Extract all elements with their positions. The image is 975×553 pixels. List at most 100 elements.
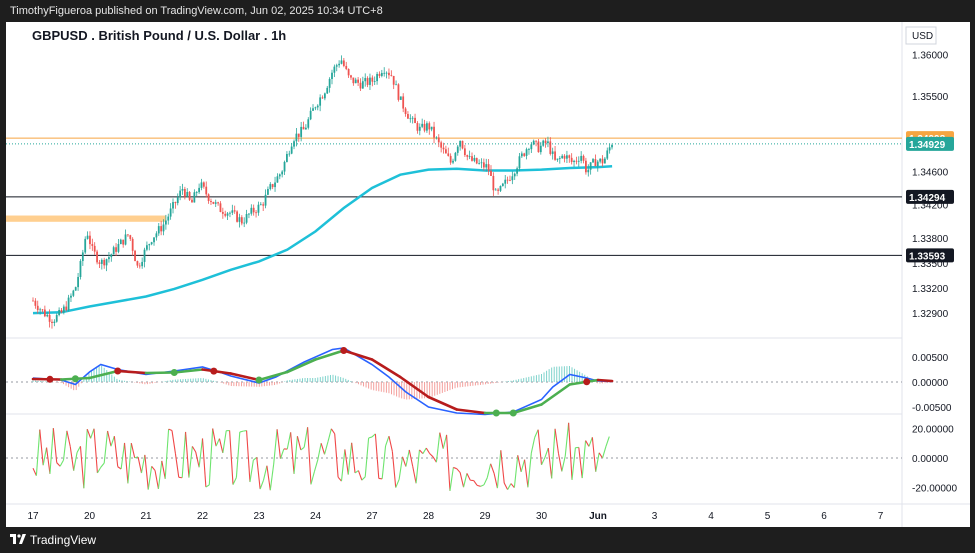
oscillator-segment xyxy=(144,454,149,490)
candle-body xyxy=(143,249,146,262)
oscillator-segment xyxy=(564,422,570,457)
candle-body xyxy=(547,141,549,144)
chart-panel[interactable]: 1.36000 1.35500 1.34600 1.34200 1.33800 1.335… xyxy=(6,22,970,527)
signal-line-segment xyxy=(314,349,346,361)
oscillator-segment xyxy=(605,436,610,447)
signal-line-segment xyxy=(116,369,148,375)
candle-body xyxy=(594,159,597,167)
time-tick-label: 24 xyxy=(310,511,322,522)
candle-body xyxy=(468,156,471,158)
candle-body xyxy=(117,244,120,252)
oscillator-segment xyxy=(500,450,505,484)
oscillator-segment xyxy=(344,449,349,475)
candle-body xyxy=(390,75,393,76)
oscillator-segment xyxy=(290,432,295,474)
candle-body xyxy=(240,217,243,224)
candle-body xyxy=(599,158,602,162)
candle-body xyxy=(523,153,526,156)
oscillator-segment xyxy=(313,459,319,472)
candle-body xyxy=(243,222,246,224)
price-chart[interactable]: 1.36000 1.35500 1.34600 1.34200 1.33800 1.335… xyxy=(6,22,970,527)
candle-body xyxy=(86,235,89,239)
candle-body xyxy=(188,191,191,200)
candle-body xyxy=(134,250,136,262)
oscillator-segment xyxy=(262,465,268,481)
candle-body xyxy=(542,140,545,146)
candle-body xyxy=(423,123,426,131)
candle-body xyxy=(32,300,34,302)
oscillator-segment xyxy=(157,460,163,489)
oscillator-segment xyxy=(62,430,68,461)
candle-body xyxy=(585,160,587,173)
oscillator-segment xyxy=(425,447,431,454)
candle-body xyxy=(236,211,238,222)
moving-average xyxy=(32,165,613,315)
price-axis[interactable]: 1.36000 1.35500 1.34600 1.34200 1.33800 1.335… xyxy=(906,51,957,495)
oscillator-segment xyxy=(276,429,282,459)
oscillator-segment xyxy=(235,432,241,478)
candle-body xyxy=(39,309,42,311)
oscillator-segment xyxy=(120,442,126,470)
candle-body xyxy=(110,254,113,258)
candle-body xyxy=(157,226,160,234)
tradingview-brand[interactable]: TradingView xyxy=(30,533,97,547)
candle-body xyxy=(416,123,419,131)
candle-body xyxy=(518,156,521,169)
candle-body xyxy=(100,259,103,264)
oscillator-segment xyxy=(432,456,437,463)
oscillator-segment xyxy=(35,429,41,476)
candle-body xyxy=(312,108,314,111)
candle-body xyxy=(79,261,82,277)
candle-body xyxy=(568,155,571,158)
candle-body xyxy=(162,224,165,232)
oscillator-segment xyxy=(239,430,244,433)
candle-body xyxy=(563,155,566,159)
oscillator-segment xyxy=(243,430,247,432)
candle-body xyxy=(454,152,457,161)
cross-down-dot xyxy=(583,378,591,386)
time-tick-label: 7 xyxy=(878,511,884,522)
oscillator-segment xyxy=(510,483,515,488)
candle-body xyxy=(300,126,303,137)
oscillator-segment xyxy=(476,484,481,487)
cross-down-dot xyxy=(46,375,54,383)
oscillator-segment xyxy=(381,445,387,479)
oscillator-segment xyxy=(130,443,136,458)
oscillator-segment xyxy=(585,440,590,447)
signal-line-segment xyxy=(342,349,374,361)
candle-body xyxy=(435,137,438,139)
candle-body xyxy=(74,287,77,291)
candle-body xyxy=(153,237,155,243)
candle-body xyxy=(290,146,293,154)
price-tick-label: 1.34600 xyxy=(912,167,949,178)
oscillator-segment xyxy=(293,436,298,474)
candle-body xyxy=(570,157,573,163)
candle-body xyxy=(316,105,319,108)
candle-body xyxy=(288,153,291,155)
candle-body xyxy=(183,189,186,197)
time-axis[interactable]: 17 20 21 22 23 24 27 28 29 30 Jun 3 4 5 6 7 xyxy=(27,511,883,522)
oscillator-segment xyxy=(453,466,457,470)
oscillator-segment xyxy=(442,434,448,449)
oscillator-segment xyxy=(412,466,417,484)
oscillator-segment xyxy=(439,432,444,449)
macd-line xyxy=(32,347,613,416)
currency-box[interactable] xyxy=(905,26,937,45)
oscillator-segment xyxy=(123,442,129,484)
candle-body xyxy=(371,77,374,82)
oscillator-segment xyxy=(490,463,495,474)
oscillator-segment xyxy=(588,437,593,447)
macd-pane xyxy=(6,347,902,417)
candle-body xyxy=(283,161,286,172)
macd-tick-label: 0.00000 xyxy=(912,378,949,389)
candle-body xyxy=(347,68,350,76)
oscillator-segment xyxy=(56,462,61,467)
candle-body xyxy=(229,212,231,214)
candle-body xyxy=(395,84,397,86)
oscillator-segment xyxy=(52,428,58,463)
candle-body xyxy=(385,72,388,74)
candle-body xyxy=(41,309,44,311)
time-tick-label: 21 xyxy=(140,511,152,522)
oscillator-segment xyxy=(93,428,98,474)
candle-body xyxy=(138,265,141,267)
